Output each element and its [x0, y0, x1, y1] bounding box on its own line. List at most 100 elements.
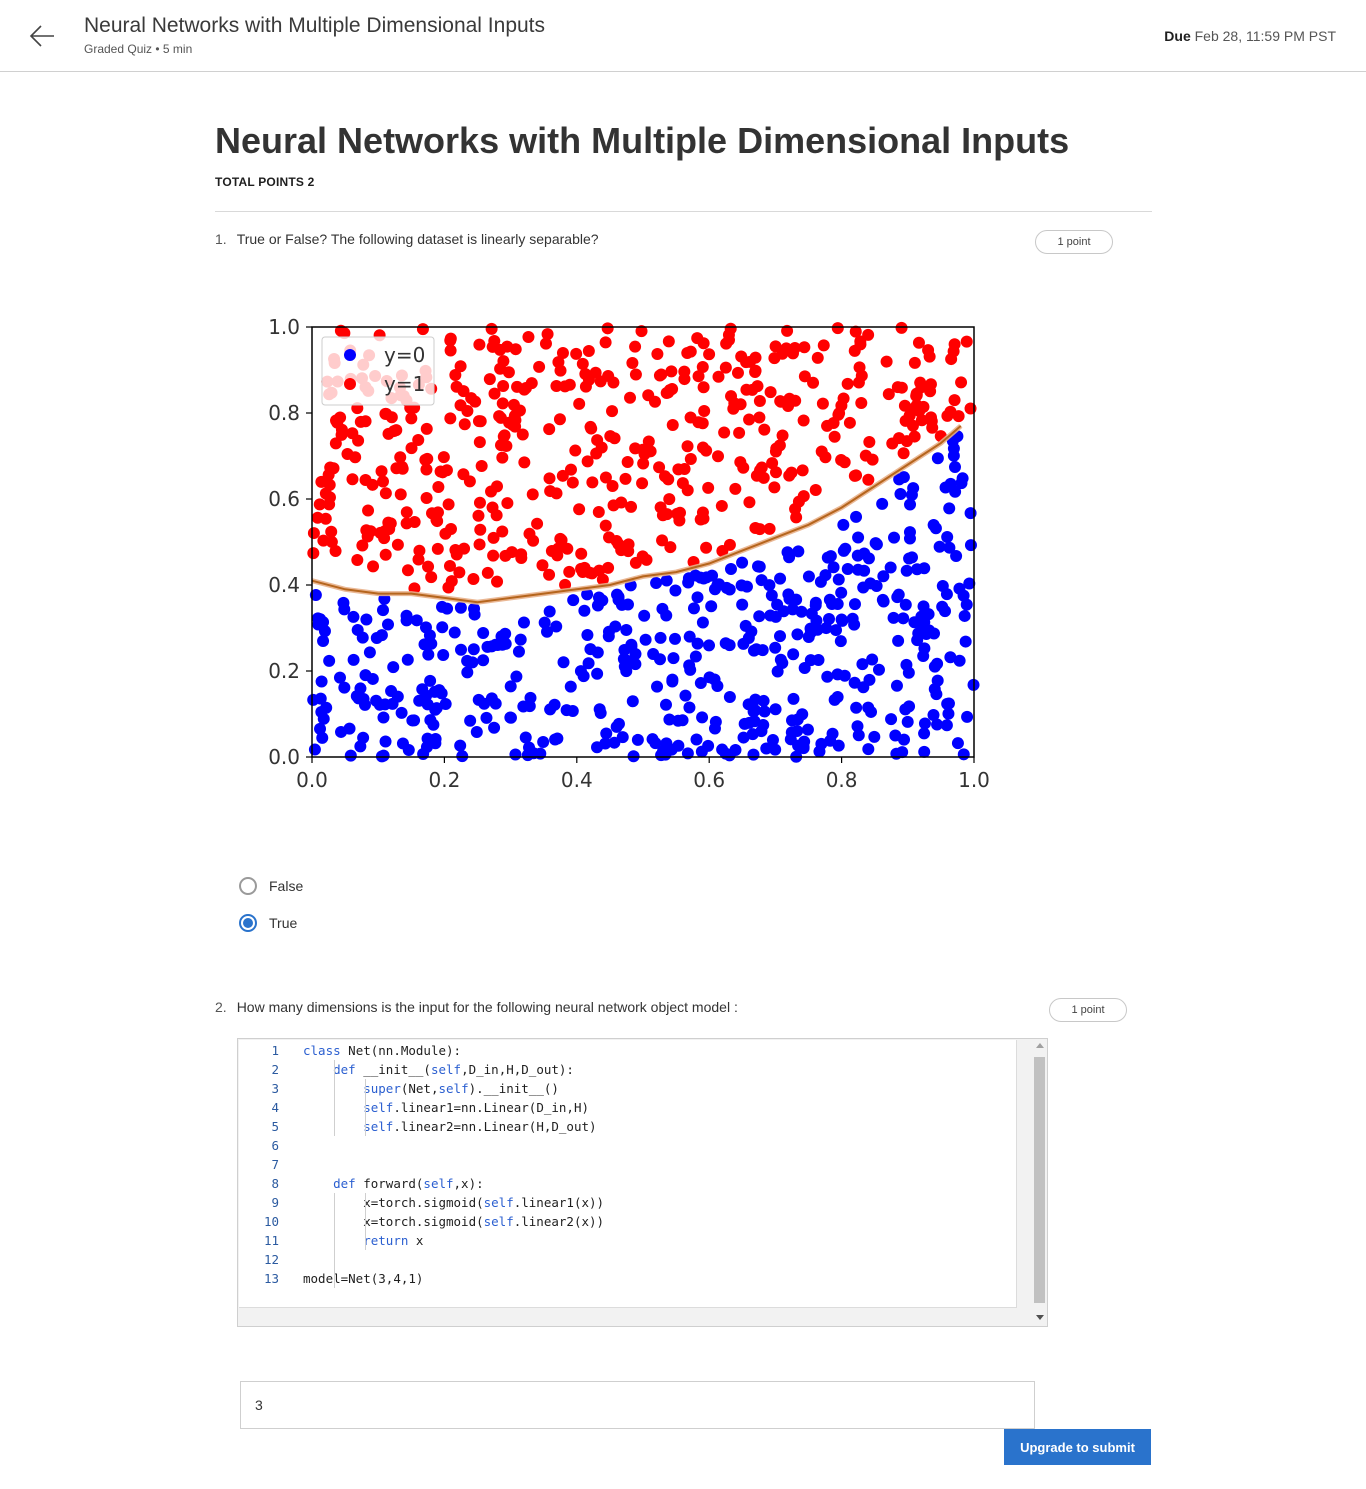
arrow-left-icon[interactable] [28, 22, 56, 50]
data-point-y0 [893, 473, 906, 486]
question-1: 1. True or False? The following dataset i… [215, 231, 599, 247]
data-point-y0 [377, 711, 390, 724]
data-point-y0 [856, 658, 869, 671]
scroll-down-arrow[interactable] [1036, 1315, 1044, 1320]
data-point-y0 [782, 588, 795, 601]
data-point-y1 [658, 470, 671, 483]
data-point-y0 [708, 673, 721, 686]
option-false[interactable]: False [239, 875, 303, 897]
data-point-y1 [445, 575, 458, 588]
data-point-y1 [329, 544, 342, 557]
data-point-y0 [683, 630, 696, 643]
data-point-y0 [892, 634, 905, 647]
data-point-y1 [338, 327, 351, 340]
line-number: 7 [271, 1157, 279, 1172]
data-point-y0 [504, 711, 517, 724]
code-line: 5 self.linear2=nn.Linear(H,D_out) [239, 1117, 1016, 1136]
data-point-y0 [608, 736, 621, 749]
header-title: Neural Networks with Multiple Dimensiona… [84, 14, 546, 37]
data-point-y1 [610, 535, 623, 548]
data-point-y0 [821, 551, 834, 564]
scrollbar-thumb[interactable] [1034, 1057, 1045, 1303]
data-point-y0 [801, 723, 814, 736]
data-point-y1 [413, 544, 426, 557]
y-tick-label: 0.6 [268, 487, 300, 511]
data-point-y0 [950, 549, 963, 562]
data-point-y1 [743, 496, 756, 509]
page-title: Neural Networks with Multiple Dimensiona… [215, 120, 1070, 161]
data-point-y1 [556, 347, 569, 360]
data-point-y0 [927, 518, 940, 531]
line-number: 12 [263, 1252, 279, 1267]
data-point-y1 [431, 515, 444, 528]
data-point-y1 [678, 463, 691, 476]
data-point-y0 [918, 727, 931, 740]
data-point-y1 [457, 385, 470, 398]
data-point-y1 [324, 461, 337, 474]
radio-button[interactable] [239, 914, 257, 932]
data-point-y0 [668, 632, 681, 645]
data-point-y1 [828, 430, 841, 443]
data-point-y1 [819, 451, 832, 464]
data-point-y1 [311, 511, 324, 524]
data-point-y1 [396, 462, 409, 475]
data-point-y1 [696, 361, 709, 374]
data-point-y1 [576, 357, 589, 370]
data-point-y1 [621, 456, 634, 469]
data-point-y1 [522, 331, 535, 344]
data-point-y1 [473, 338, 486, 351]
data-point-y0 [723, 691, 736, 704]
data-point-y1 [359, 415, 372, 428]
data-point-y0 [581, 588, 594, 601]
data-point-y1 [487, 549, 500, 562]
data-point-y0 [436, 621, 449, 634]
code-editor[interactable]: 1 class Net(nn.Module): 2 def __init__(sel… [237, 1038, 1048, 1327]
option-true[interactable]: True [239, 912, 297, 934]
data-point-y1 [346, 427, 359, 440]
data-point-y0 [591, 646, 604, 659]
data-point-y1 [817, 339, 830, 352]
data-point-y0 [802, 570, 815, 583]
data-point-y0 [696, 616, 709, 629]
data-point-y1 [586, 476, 599, 489]
question-number: 2. [215, 999, 227, 1015]
data-point-y1 [541, 328, 554, 341]
data-point-y1 [703, 348, 716, 361]
code-area[interactable]: 1 class Net(nn.Module): 2 def __init__(sel… [239, 1040, 1017, 1308]
data-point-y1 [903, 409, 916, 422]
data-point-y1 [550, 487, 563, 500]
data-point-y0 [837, 518, 850, 531]
data-point-y1 [922, 344, 935, 357]
data-point-y0 [742, 631, 755, 644]
data-point-y1 [640, 553, 653, 566]
data-point-y0 [381, 618, 394, 631]
data-point-y0 [959, 635, 972, 648]
scroll-up-arrow[interactable] [1036, 1043, 1044, 1048]
data-point-y1 [394, 488, 407, 501]
answer-input[interactable] [240, 1381, 1035, 1429]
data-point-y0 [400, 609, 413, 622]
data-point-y1 [440, 464, 453, 477]
data-point-y0 [960, 598, 973, 611]
upgrade-to-submit-button[interactable]: Upgrade to submit [1004, 1429, 1151, 1465]
data-point-y0 [424, 674, 437, 687]
data-point-y1 [349, 451, 362, 464]
data-point-y1 [496, 451, 509, 464]
data-point-y1 [753, 411, 766, 424]
data-point-y0 [729, 744, 742, 757]
data-point-y1 [837, 392, 850, 405]
data-point-y0 [519, 731, 532, 744]
data-point-y1 [863, 436, 876, 449]
data-point-y1 [692, 370, 705, 383]
data-point-y1 [346, 473, 359, 486]
data-point-y0 [832, 573, 845, 586]
data-point-y0 [884, 561, 897, 574]
data-point-y1 [553, 413, 566, 426]
data-point-y1 [431, 542, 444, 555]
data-point-y1 [781, 324, 794, 337]
radio-button[interactable] [239, 877, 257, 895]
data-point-y1 [481, 566, 494, 579]
data-point-y0 [695, 745, 708, 758]
data-point-y0 [783, 551, 796, 564]
data-point-y0 [466, 656, 479, 669]
